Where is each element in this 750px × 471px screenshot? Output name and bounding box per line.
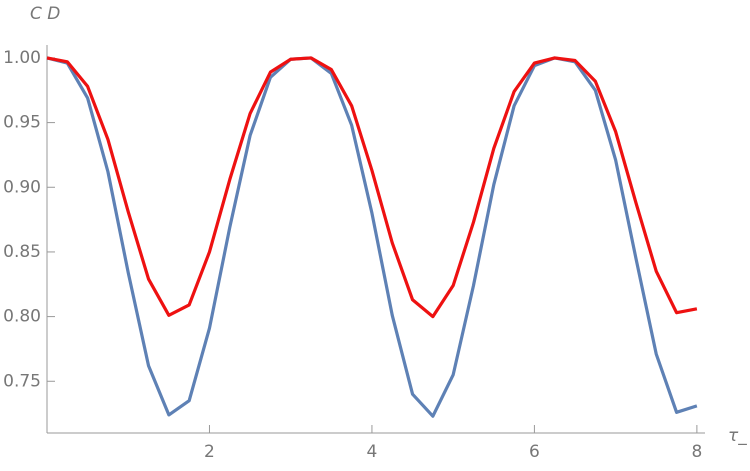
x-tick-label: 6 (529, 442, 540, 462)
y-tick-label: 0.75 (3, 371, 41, 391)
y-tick-label: 0.95 (3, 113, 41, 133)
x-tick-label: 2 (204, 442, 215, 462)
y-tick-label: 0.85 (3, 242, 41, 262)
y-axis-label: C D (30, 4, 60, 24)
series-line (46, 56, 698, 319)
y-tick-label: 0.80 (3, 307, 41, 327)
series-line (46, 56, 698, 418)
x-tick-label: 4 (367, 442, 378, 462)
x-axis-label: τ_ (728, 426, 747, 446)
x-tick-label: 8 (691, 442, 702, 462)
y-tick-label: 1.00 (3, 48, 41, 68)
y-tick-label: 0.90 (3, 177, 41, 197)
